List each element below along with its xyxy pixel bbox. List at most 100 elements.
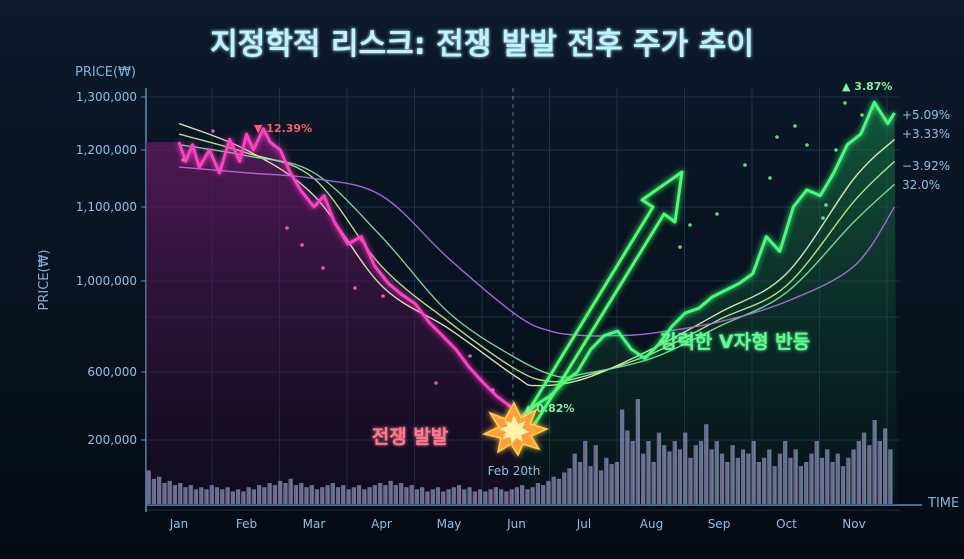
volume-bar	[272, 485, 278, 504]
volume-bar	[199, 487, 204, 504]
scatter-dot	[434, 381, 438, 385]
y-unit-label: PRICE(₩)	[75, 65, 136, 80]
volume-bar	[362, 489, 367, 504]
volume-bar	[730, 445, 735, 504]
volume-bar	[383, 485, 388, 504]
volume-bar	[567, 468, 572, 504]
scatter-dot	[821, 216, 825, 220]
volume-bar	[646, 441, 651, 504]
volume-bar	[488, 489, 493, 504]
scatter-dot	[300, 243, 304, 247]
volume-bar	[388, 480, 393, 504]
volume-bar	[514, 487, 519, 504]
volume-bar	[667, 451, 672, 504]
moving-average-line	[178, 166, 896, 337]
x-tick-label: Aug	[640, 517, 663, 531]
volume-bar	[541, 485, 546, 504]
volume-bar	[367, 487, 372, 504]
volume-bar	[283, 483, 288, 504]
volume-bar	[477, 489, 483, 504]
volume-bar	[462, 489, 467, 504]
volume-bar	[709, 449, 714, 504]
x-ticks: Jan Feb Mar Apr May Jun Jul Aug Sep Oct Nov	[169, 517, 866, 531]
volume-bar	[830, 462, 835, 504]
volume-bar	[330, 483, 335, 504]
volume-bar	[751, 441, 756, 504]
volume-bar	[577, 462, 583, 504]
volume-bar	[714, 441, 719, 504]
volume-bar	[220, 489, 225, 504]
volume-bar	[588, 466, 593, 504]
volume-bar	[641, 453, 646, 504]
volume-bar	[372, 485, 377, 504]
volume-bar	[746, 453, 751, 504]
x-tick-label: Nov	[842, 517, 865, 531]
y-tick-label: 600,000	[87, 365, 137, 379]
volume-bar	[888, 449, 893, 504]
volume-bar	[435, 487, 441, 504]
volume-bar	[241, 491, 246, 504]
scatter-dot	[211, 129, 215, 133]
volume-bar	[672, 441, 677, 504]
volume-bar	[783, 441, 788, 504]
top-change: ▲ 3.87%	[842, 80, 892, 93]
scatter-dot	[834, 148, 838, 152]
volume-bar	[157, 476, 162, 504]
x-tick-label: Sep	[708, 517, 731, 531]
war-date-label: Feb 20th	[488, 464, 541, 478]
volume-bar	[425, 491, 430, 504]
scatter-dot	[843, 101, 847, 105]
scatter-dot	[468, 354, 472, 358]
volume-bar	[772, 466, 777, 504]
x-tick-label: Jun	[506, 517, 526, 531]
volume-bar	[446, 489, 451, 504]
volume-bar	[777, 453, 783, 504]
volume-bar	[725, 462, 730, 504]
volume-bar	[677, 449, 683, 504]
x-tick-label: Mar	[303, 517, 326, 531]
volume-bar	[535, 483, 541, 504]
volume-bar	[288, 478, 293, 504]
scatter-dot	[775, 135, 779, 139]
volume-bar	[551, 476, 556, 504]
pre-peak-change: ▼ 12.39%	[254, 122, 312, 135]
volume-bar	[572, 453, 577, 504]
bottom-change: ▲ 0.82%	[524, 402, 574, 415]
arrow-shape	[521, 170, 684, 429]
rebound-arrow	[521, 170, 684, 429]
y-tick-label: 1,000,000	[76, 274, 137, 288]
volume-bar	[509, 489, 514, 504]
scatter-dot	[321, 266, 325, 270]
chart-title: 지정학적 리스크: 전쟁 발발 전후 주가 추이	[210, 27, 754, 62]
volume-bar	[472, 491, 477, 504]
volume-bar	[378, 483, 383, 504]
volume-bar	[835, 453, 840, 504]
volume-bar	[614, 462, 619, 504]
scatter-dot	[768, 176, 772, 180]
volume-bar	[183, 487, 188, 504]
scatter-dot	[793, 124, 797, 128]
y-tick-label: 1,200,000	[76, 143, 137, 157]
scatter-dot	[743, 163, 747, 167]
volume-bar	[693, 445, 698, 504]
volume-bar	[483, 491, 488, 504]
volume-bar	[278, 480, 283, 504]
volume-bar	[225, 487, 230, 504]
volume-bar	[341, 485, 346, 504]
scatter-dots	[181, 101, 864, 392]
scatter-dot	[491, 388, 495, 392]
volume-bar	[420, 487, 425, 504]
end-label: 32.0%	[902, 178, 940, 192]
volume-bar	[214, 487, 220, 504]
price-lines	[177, 100, 896, 420]
volume-bar	[409, 485, 414, 504]
volume-bar	[504, 491, 509, 504]
volume-bar	[188, 485, 193, 504]
volume-bar	[635, 399, 640, 504]
scatter-dot	[181, 158, 185, 162]
volume-bar	[625, 430, 630, 504]
moving-averages	[178, 122, 896, 387]
y-tick-label: 1,100,000	[76, 200, 137, 214]
y-tick-label: 200,000	[87, 433, 137, 447]
volume-bar	[230, 491, 235, 504]
